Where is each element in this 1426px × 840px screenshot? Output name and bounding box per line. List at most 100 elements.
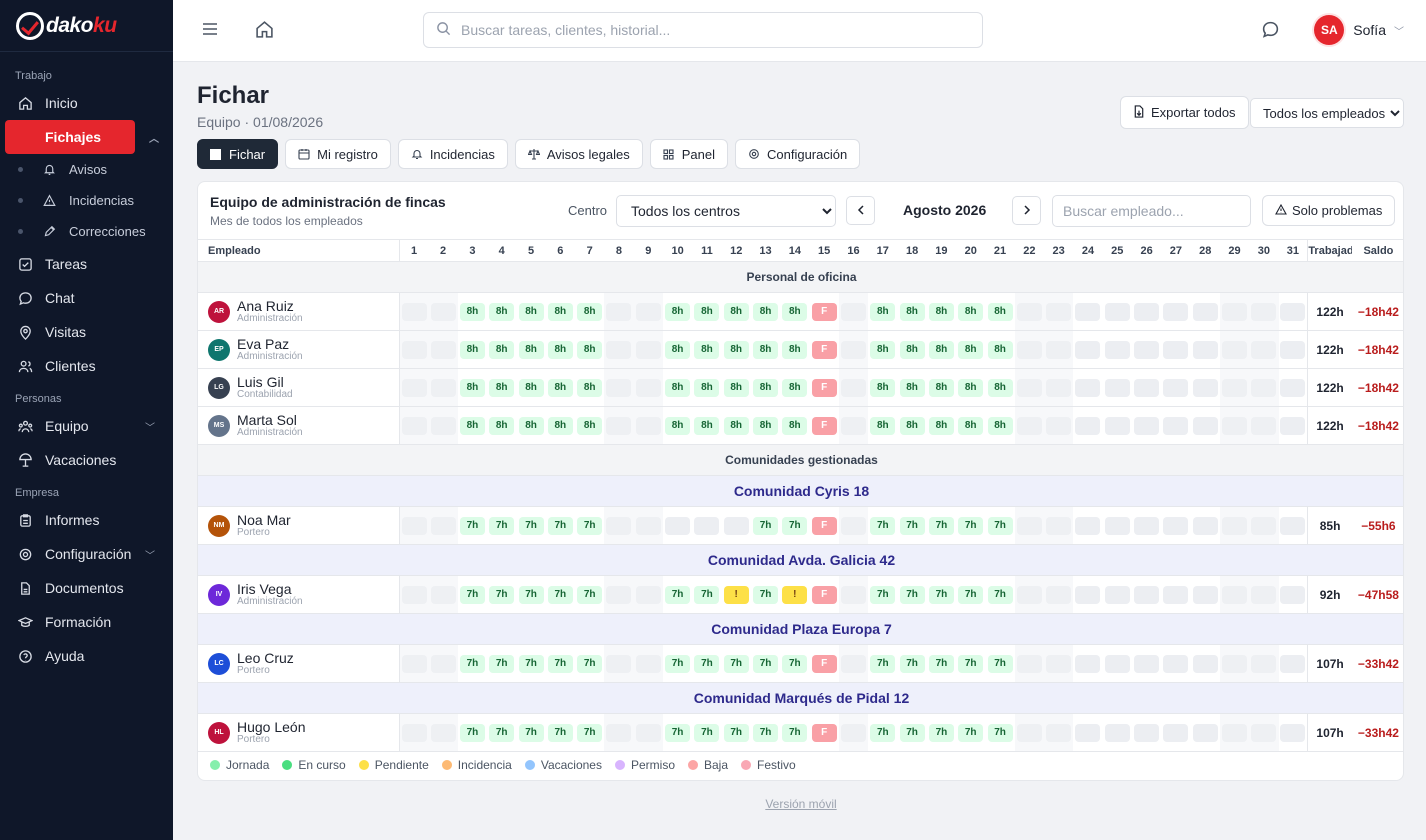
day-status-pill[interactable]: 7h: [870, 723, 896, 742]
day-status-pill[interactable]: [1134, 585, 1160, 604]
day-status-pill[interactable]: 7h: [958, 723, 984, 742]
day-status-pill[interactable]: [606, 416, 632, 435]
day-cell[interactable]: 7h: [457, 713, 488, 752]
day-status-pill[interactable]: 7h: [459, 585, 485, 604]
day-status-pill[interactable]: 8h: [753, 302, 779, 321]
day-status-pill[interactable]: [1222, 378, 1248, 397]
day-cell[interactable]: 8h: [956, 292, 986, 331]
day-status-pill[interactable]: 8h: [547, 340, 573, 359]
day-cell[interactable]: [399, 713, 429, 752]
day-status-pill[interactable]: [1192, 516, 1218, 535]
day-cell[interactable]: 7h: [926, 575, 957, 614]
day-cell[interactable]: 7h: [662, 644, 693, 683]
day-cell[interactable]: 8h: [956, 406, 986, 445]
day-status-pill[interactable]: 8h: [870, 340, 896, 359]
day-cell[interactable]: 7h: [956, 506, 986, 545]
day-status-pill[interactable]: [1134, 302, 1160, 321]
day-status-pill[interactable]: 7h: [665, 585, 691, 604]
day-status-pill[interactable]: 7h: [782, 723, 808, 742]
day-status-pill[interactable]: 7h: [958, 585, 984, 604]
day-cell[interactable]: 7h: [750, 575, 781, 614]
day-cell[interactable]: [1249, 644, 1279, 683]
day-status-pill[interactable]: 7h: [518, 585, 544, 604]
home-icon[interactable]: [255, 20, 275, 40]
day-status-pill[interactable]: 7h: [547, 516, 573, 535]
day-cell[interactable]: 8h: [721, 292, 751, 331]
day-cell[interactable]: [604, 713, 634, 752]
day-cell[interactable]: 7h: [516, 713, 546, 752]
day-cell[interactable]: 7h: [897, 506, 927, 545]
day-status-pill[interactable]: [665, 516, 691, 535]
day-cell[interactable]: 7h: [662, 713, 693, 752]
day-status-pill[interactable]: [1016, 340, 1042, 359]
day-cell[interactable]: [604, 506, 634, 545]
day-status-pill[interactable]: [1251, 654, 1277, 673]
day-status-pill[interactable]: 8h: [958, 416, 984, 435]
day-status-pill[interactable]: [1016, 585, 1042, 604]
day-cell[interactable]: 7h: [487, 575, 517, 614]
day-status-pill[interactable]: [606, 340, 632, 359]
day-status-pill[interactable]: F: [811, 416, 837, 435]
day-status-pill[interactable]: 8h: [547, 302, 573, 321]
day-cell[interactable]: 8h: [692, 368, 722, 407]
day-cell[interactable]: 7h: [897, 713, 927, 752]
day-cell[interactable]: [1219, 575, 1250, 614]
day-cell[interactable]: [1044, 575, 1074, 614]
day-cell[interactable]: [633, 644, 663, 683]
day-status-pill[interactable]: 8h: [518, 302, 544, 321]
day-status-pill[interactable]: [430, 378, 456, 397]
table-row[interactable]: LG Luis Gil Contabilidad 8h 8h 8h 8h 8h 8h 8h 8h 8h…: [198, 368, 1403, 407]
day-cell[interactable]: 7h: [692, 575, 722, 614]
day-status-pill[interactable]: 8h: [723, 302, 749, 321]
day-cell[interactable]: [1190, 330, 1220, 369]
day-status-pill[interactable]: 7h: [782, 516, 808, 535]
day-cell[interactable]: [1131, 713, 1162, 752]
day-cell[interactable]: 8h: [516, 406, 546, 445]
day-cell[interactable]: 7h: [868, 644, 898, 683]
day-status-pill[interactable]: 7h: [958, 516, 984, 535]
day-status-pill[interactable]: [1104, 516, 1130, 535]
day-status-pill[interactable]: [1163, 654, 1189, 673]
day-cell[interactable]: [1131, 644, 1162, 683]
employee-cell[interactable]: NM Noa Mar Portero: [198, 506, 400, 545]
day-status-pill[interactable]: 7h: [489, 654, 515, 673]
day-cell[interactable]: 8h: [721, 368, 751, 407]
day-status-pill[interactable]: [606, 654, 632, 673]
day-cell[interactable]: [1131, 506, 1162, 545]
day-cell[interactable]: [838, 506, 869, 545]
day-status-pill[interactable]: 8h: [489, 340, 515, 359]
day-status-pill[interactable]: 8h: [547, 378, 573, 397]
day-status-pill[interactable]: 7h: [753, 723, 779, 742]
day-cell[interactable]: 7h: [750, 644, 781, 683]
sidebar-subitem-correcciones[interactable]: Correcciones: [0, 216, 173, 247]
day-cell[interactable]: 7h: [868, 713, 898, 752]
day-status-pill[interactable]: [1163, 340, 1189, 359]
day-status-pill[interactable]: [1251, 723, 1277, 742]
day-status-pill[interactable]: 8h: [987, 378, 1013, 397]
day-cell[interactable]: [838, 406, 869, 445]
day-status-pill[interactable]: 7h: [547, 723, 573, 742]
day-status-pill[interactable]: [1046, 654, 1072, 673]
day-cell[interactable]: 7h: [487, 506, 517, 545]
day-status-pill[interactable]: [401, 416, 427, 435]
day-cell[interactable]: [1044, 330, 1074, 369]
day-cell[interactable]: 8h: [985, 406, 1015, 445]
day-cell[interactable]: 7h: [545, 644, 575, 683]
day-status-pill[interactable]: [1222, 516, 1248, 535]
day-cell[interactable]: 7h: [985, 713, 1015, 752]
day-cell[interactable]: [1014, 330, 1044, 369]
day-status-pill[interactable]: [635, 585, 661, 604]
day-status-pill[interactable]: 7h: [665, 723, 691, 742]
day-cell[interactable]: [1161, 406, 1191, 445]
day-status-pill[interactable]: 7h: [665, 654, 691, 673]
day-cell[interactable]: [428, 713, 458, 752]
day-status-pill[interactable]: [1163, 516, 1189, 535]
day-status-pill[interactable]: [401, 302, 427, 321]
day-status-pill[interactable]: 8h: [753, 416, 779, 435]
day-cell[interactable]: 7h: [956, 713, 986, 752]
day-status-pill[interactable]: 7h: [928, 585, 954, 604]
day-cell[interactable]: [1014, 506, 1044, 545]
day-cell[interactable]: 7h: [662, 575, 693, 614]
day-cell[interactable]: [1249, 330, 1279, 369]
day-status-pill[interactable]: 7h: [987, 516, 1013, 535]
